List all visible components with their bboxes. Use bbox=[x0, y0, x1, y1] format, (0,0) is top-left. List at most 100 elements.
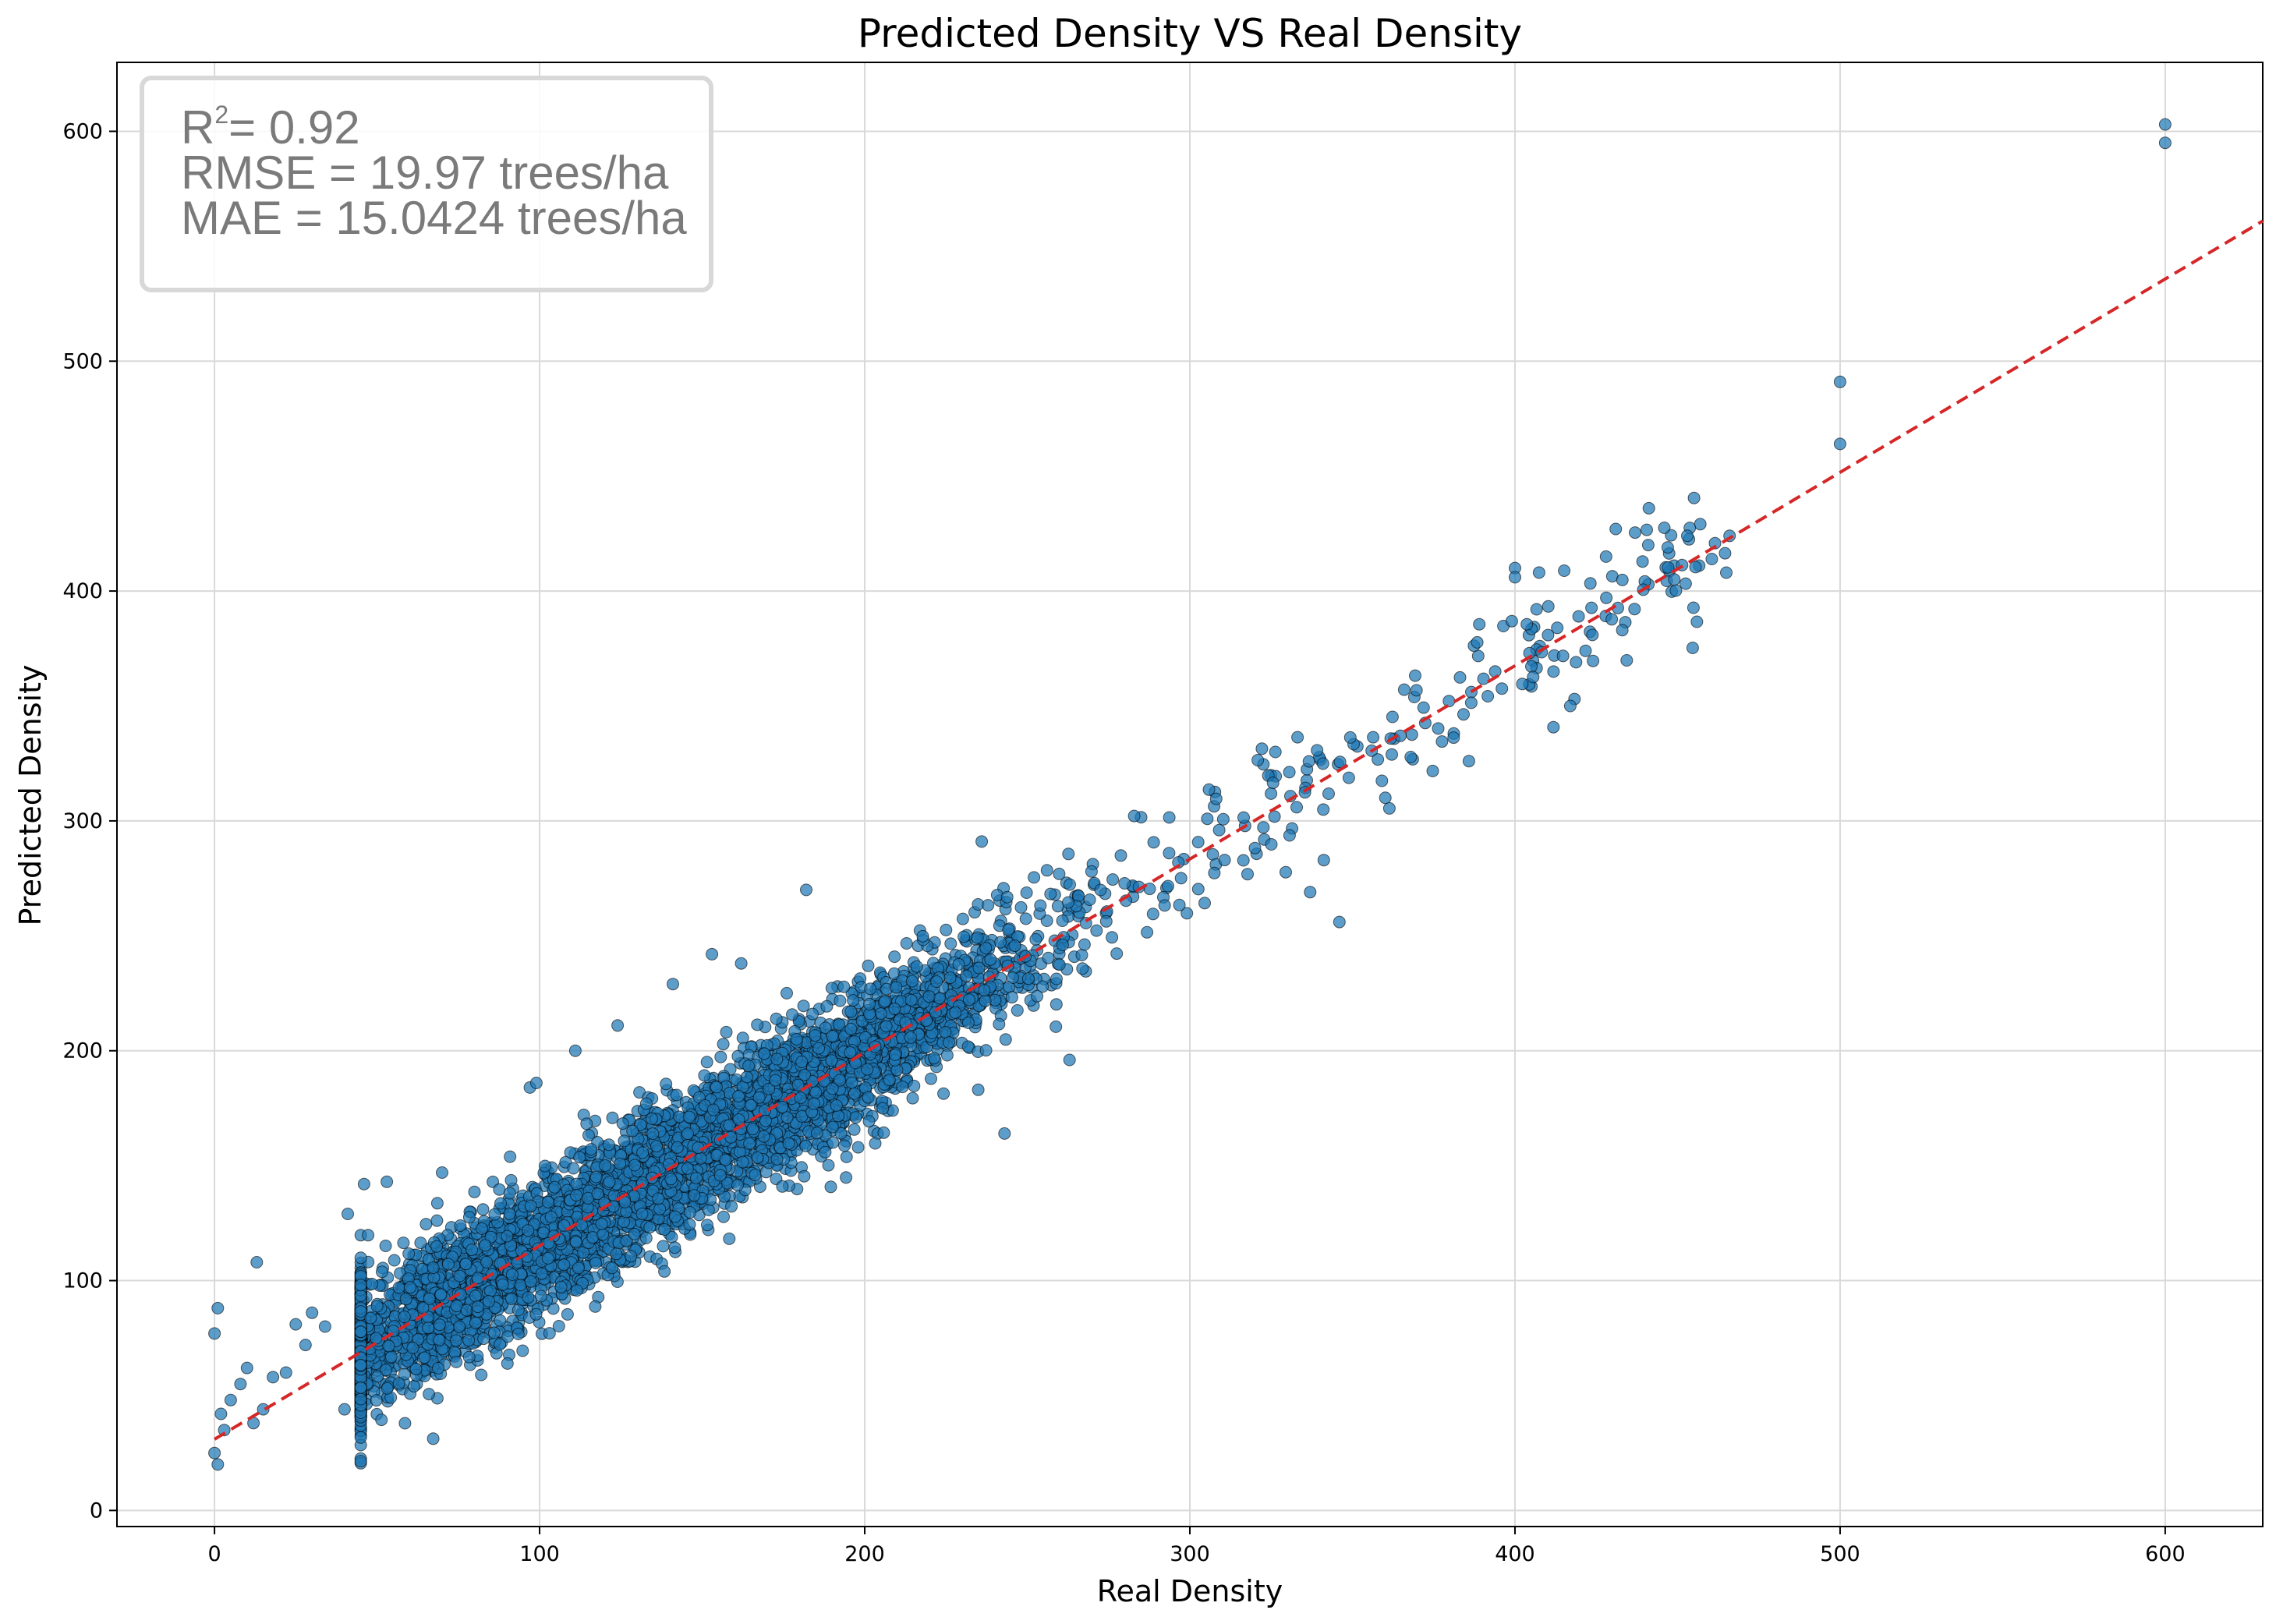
data-point-4613 bbox=[542, 1195, 554, 1208]
data-point-4647 bbox=[713, 1169, 727, 1182]
data-point-3860 bbox=[1679, 577, 1692, 590]
data-point-2624 bbox=[504, 1150, 517, 1163]
data-point-101 bbox=[1587, 654, 1600, 667]
data-point-4702 bbox=[511, 1328, 525, 1340]
data-point-1902 bbox=[937, 1087, 950, 1100]
data-point-3574 bbox=[824, 1180, 837, 1194]
data-point-4971 bbox=[752, 1091, 766, 1104]
data-point-4352 bbox=[580, 1117, 593, 1130]
data-point-4618 bbox=[758, 1047, 771, 1060]
data-point-3652 bbox=[577, 1246, 590, 1259]
chart-title: Predicted Density VS Real Density bbox=[858, 11, 1522, 56]
data-point-2422 bbox=[1435, 735, 1449, 748]
data-point-3748 bbox=[1462, 755, 1475, 768]
data-point-4085 bbox=[1050, 972, 1063, 985]
data-point-1601 bbox=[1014, 900, 1028, 914]
data-point-4808 bbox=[993, 1017, 1006, 1031]
data-point-4393 bbox=[1283, 829, 1296, 842]
data-point-4409 bbox=[864, 982, 877, 996]
data-point-2298 bbox=[840, 1150, 853, 1163]
data-point-4898 bbox=[671, 1141, 684, 1154]
data-point-1111 bbox=[1457, 708, 1470, 721]
data-point-4441 bbox=[1237, 811, 1250, 824]
data-point-605 bbox=[1496, 682, 1509, 695]
data-point-3563 bbox=[1620, 654, 1634, 667]
data-point-4871 bbox=[780, 986, 793, 1000]
data-point-1412 bbox=[1241, 868, 1254, 881]
data-point-2625 bbox=[862, 1115, 876, 1128]
data-point-3708 bbox=[847, 994, 860, 1007]
data-point-2758 bbox=[1083, 893, 1096, 906]
data-point-4956 bbox=[906, 1092, 919, 1105]
data-point-3790 bbox=[567, 1162, 580, 1175]
data-point-4777 bbox=[354, 1455, 367, 1468]
data-point-4081 bbox=[493, 1183, 506, 1196]
data-point-4907 bbox=[482, 1295, 495, 1307]
data-point-4863 bbox=[720, 1025, 733, 1038]
data-point-4582 bbox=[462, 1350, 476, 1364]
data-point-4558 bbox=[670, 1088, 683, 1102]
data-point-3562 bbox=[1523, 646, 1536, 660]
data-point-2205 bbox=[1397, 683, 1411, 696]
data-point-3772 bbox=[1265, 787, 1278, 800]
data-point-4778 bbox=[406, 1341, 419, 1354]
data-point-4589 bbox=[1118, 877, 1131, 890]
data-point-4817 bbox=[524, 1275, 537, 1288]
data-point-4526 bbox=[511, 1304, 525, 1317]
data-point-4939 bbox=[1516, 678, 1529, 691]
data-point-4394 bbox=[1471, 635, 1484, 649]
data-point-4903 bbox=[484, 1284, 497, 1297]
data-point-4858 bbox=[496, 1278, 509, 1291]
data-point-48 bbox=[1280, 865, 1292, 879]
data-point-2626 bbox=[1599, 550, 1612, 563]
data-point-3010 bbox=[1556, 649, 1570, 663]
data-point-3296 bbox=[849, 1111, 862, 1124]
data-point-4023 bbox=[1191, 836, 1205, 849]
data-point-4833 bbox=[591, 1187, 604, 1201]
data-point-4878 bbox=[889, 1048, 901, 1061]
data-point-13 bbox=[1291, 731, 1304, 744]
data-point-4981 bbox=[354, 1358, 367, 1371]
data-point-3432 bbox=[851, 1141, 865, 1154]
data-point-4913 bbox=[694, 1152, 707, 1165]
data-point-4374 bbox=[554, 1280, 568, 1293]
data-point-4952 bbox=[826, 1082, 839, 1095]
data-point-4968 bbox=[952, 957, 965, 971]
data-point-4812 bbox=[664, 1173, 678, 1186]
data-point-4846 bbox=[979, 1044, 993, 1057]
data-point-231 bbox=[1409, 669, 1421, 682]
data-point-2185 bbox=[1311, 744, 1324, 757]
data-point-4835 bbox=[844, 1022, 858, 1035]
data-point-4709 bbox=[949, 1006, 962, 1019]
data-point-2785 bbox=[1053, 958, 1066, 971]
data-point-4381 bbox=[1000, 890, 1014, 904]
data-point-717 bbox=[888, 950, 901, 964]
data-point-3182 bbox=[877, 1126, 890, 1139]
data-point-4929 bbox=[844, 1046, 857, 1059]
data-point-3463 bbox=[494, 1314, 507, 1327]
data-point-4175 bbox=[453, 1320, 466, 1333]
data-point-4767 bbox=[382, 1339, 395, 1353]
data-point-4764 bbox=[433, 1333, 446, 1346]
data-point-4841 bbox=[433, 1318, 446, 1332]
data-point-4854 bbox=[759, 1114, 772, 1127]
data-point-3544 bbox=[845, 1076, 858, 1089]
data-point-4734 bbox=[364, 1311, 377, 1325]
data-point-694 bbox=[1028, 871, 1041, 884]
data-point-4873 bbox=[669, 1210, 681, 1223]
data-point-3556 bbox=[701, 1219, 713, 1232]
data-point-4923 bbox=[399, 1293, 412, 1306]
data-point-1793 bbox=[1600, 591, 1613, 604]
data-point-2412 bbox=[1694, 518, 1707, 531]
data-point-3466 bbox=[1283, 766, 1296, 779]
data-point-4287 bbox=[1372, 753, 1385, 766]
data-point-4973 bbox=[960, 969, 973, 982]
data-point-3730 bbox=[837, 980, 851, 993]
data-point-1401 bbox=[1076, 962, 1089, 975]
data-point-4503 bbox=[1266, 777, 1280, 790]
data-point-4749 bbox=[354, 1290, 367, 1302]
data-point-4978 bbox=[595, 1217, 608, 1230]
data-point-4524 bbox=[442, 1258, 455, 1271]
data-point-4748 bbox=[904, 1031, 917, 1044]
data-point-4967 bbox=[479, 1239, 492, 1252]
